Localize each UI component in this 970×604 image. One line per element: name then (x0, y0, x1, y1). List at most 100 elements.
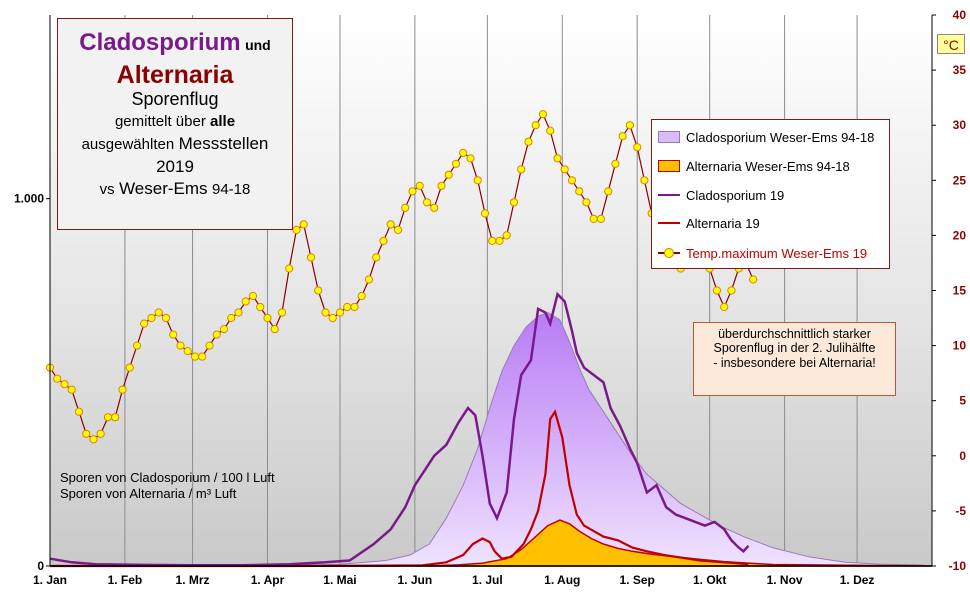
temp-point-56 (451, 159, 461, 168)
right-tick-label-6: 20 (953, 228, 967, 242)
temp-point-63 (502, 231, 511, 240)
temp-point-65 (517, 165, 526, 174)
right-tick-label-0: -10 (949, 559, 967, 573)
temp-point-4 (74, 407, 84, 416)
temp-point-77 (604, 187, 613, 196)
x-tick-label-3: 1. Apr (251, 573, 285, 587)
temp-point-57 (459, 148, 468, 157)
title-gemittelt: gemittelt über (114, 113, 206, 131)
temp-point-23 (212, 330, 221, 339)
temp-point-42 (350, 302, 359, 312)
title-period: 94-18 (212, 181, 251, 199)
title-sporenflug: Sporenflug (131, 89, 219, 110)
temp-point-41 (343, 302, 352, 312)
annotation-box: überdurchschnittlich starker Sporenflug … (693, 322, 896, 396)
temp-point-52 (422, 198, 432, 207)
y-axis-ticks: 0 1.000 (14, 192, 50, 573)
temp-point-76 (596, 214, 606, 223)
temp-point-18 (176, 341, 185, 350)
legend-label-temp: Temp.maximum Weser-Ems 19 (686, 245, 868, 261)
area-cladosporium-avg (49, 311, 933, 567)
temp-point-39 (328, 313, 337, 323)
legend-item-clad-2019: Cladosporium 19 (658, 184, 784, 206)
temp-point-68 (538, 110, 548, 119)
temp-point-62 (495, 236, 504, 245)
x-tick-label-9: 1. Okt (693, 573, 726, 587)
title-ausgewaehlten: ausgewählten (81, 136, 175, 154)
temp-point-21 (198, 352, 207, 361)
temp-point-47 (386, 220, 395, 229)
temp-point-1 (53, 374, 62, 383)
temp-point-25 (227, 313, 236, 323)
legend-item-alt-2019: Alternaria 19 (658, 212, 760, 234)
x-tick-label-8: 1. Sep (620, 573, 655, 587)
x-tick-label-4: 1. Mai (323, 573, 356, 587)
line-series (49, 291, 750, 568)
right-tick-label-2: 0 (959, 449, 966, 463)
temp-point-12 (132, 341, 142, 350)
temp-point-15 (154, 308, 163, 317)
temp-point-28 (248, 291, 258, 301)
legend-line-clad-2019 (658, 189, 680, 201)
right-tick-label-9: 35 (953, 63, 967, 77)
temp-point-70 (553, 154, 562, 163)
right-axis-ticks: -10 -5 0 5 10 15 20 25 30 35 40 (932, 8, 966, 573)
x-tick-label-0: 1. Jan (33, 573, 67, 587)
units-alternaria: Sporen von Alternaria / m³ Luft (60, 486, 237, 501)
x-tick-label-11: 1. Dez (840, 573, 875, 587)
temp-point-35 (299, 220, 308, 229)
temp-point-71 (560, 165, 569, 174)
temp-point-45 (372, 253, 381, 262)
temp-point-92 (712, 286, 722, 295)
temp-point-48 (393, 225, 403, 234)
temp-point-59 (473, 176, 482, 185)
temp-point-67 (531, 121, 540, 130)
temp-point-82 (640, 176, 649, 185)
temp-point-78 (611, 159, 620, 168)
temp-point-72 (567, 176, 577, 185)
temp-point-43 (357, 291, 366, 301)
temp-point-38 (321, 308, 330, 317)
temp-point-33 (285, 264, 294, 273)
temp-point-53 (430, 203, 439, 212)
temp-point-54 (437, 181, 446, 190)
temp-point-61 (488, 236, 497, 245)
temp-point-24 (219, 325, 229, 334)
right-tick-label-5: 15 (953, 284, 967, 298)
temp-point-69 (546, 126, 555, 135)
temp-point-26 (234, 308, 243, 317)
temp-point-37 (314, 286, 323, 295)
temp-point-27 (241, 297, 250, 306)
annotation-line3: - insbesondere bei Alternaria! (713, 355, 876, 370)
temp-point-73 (575, 187, 584, 196)
legend-label-clad-avg: Cladosporium Weser-Ems 94-18 (686, 129, 875, 145)
temp-point-3 (67, 385, 76, 394)
x-tick-label-5: 1. Jun (398, 573, 433, 587)
legend-swatch-clad-avg (658, 131, 680, 143)
temp-point-94 (727, 286, 736, 295)
temp-point-75 (589, 214, 598, 223)
legend-label-alt-2019: Alternaria 19 (686, 215, 760, 231)
temp-point-31 (270, 325, 279, 334)
right-tick-label-7: 25 (953, 173, 967, 187)
x-tick-label-7: 1. Aug (544, 573, 580, 587)
x-tick-label-1: 1. Feb (108, 573, 143, 587)
temp-point-30 (263, 313, 272, 323)
line-cladosporium-2019 (49, 291, 750, 567)
temp-point-60 (480, 209, 490, 218)
right-tick-label-4: 10 (953, 339, 967, 353)
temp-point-74 (582, 198, 591, 207)
annotation-line2: Sporenflug in der 2. Julihälfte (713, 341, 876, 356)
temp-point-16 (161, 313, 171, 323)
temp-point-22 (205, 341, 214, 350)
temp-point-9 (111, 413, 120, 422)
temperature-unit-label: °C (937, 34, 965, 54)
x-tick-label-2: 1. Mrz (176, 573, 210, 587)
annotation-line1: überdurchschnittlich starker (718, 327, 871, 341)
temp-point-80 (625, 121, 635, 130)
temp-point-40 (335, 308, 345, 317)
right-tick-label-8: 30 (953, 118, 967, 132)
temp-point-64 (509, 198, 519, 207)
x-axis-ticks: 1. Jan 1. Feb 1. Mrz 1. Apr 1. Mai 1. Jun 1. J… (33, 573, 874, 587)
line-alternaria-2019 (50, 409, 749, 568)
